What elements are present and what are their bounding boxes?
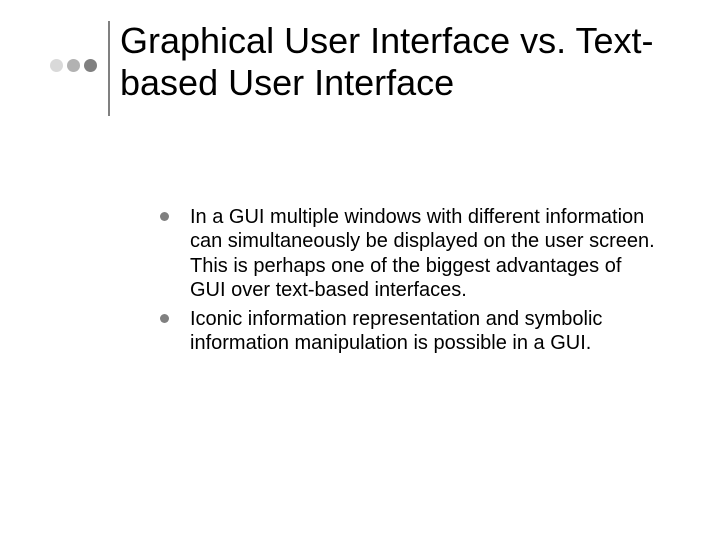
bullet-icon: [160, 314, 169, 323]
header-region: Graphical User Interface vs. Text-based …: [0, 26, 720, 126]
decor-dot-icon: [67, 59, 80, 72]
list-item: In a GUI multiple windows with different…: [160, 205, 655, 303]
decor-dot-icon: [84, 59, 97, 72]
slide-title: Graphical User Interface vs. Text-based …: [120, 20, 680, 105]
list-item: Iconic information representation and sy…: [160, 307, 655, 356]
bullet-text: Iconic information representation and sy…: [190, 308, 602, 354]
decor-dot-icon: [50, 59, 63, 72]
slide: Graphical User Interface vs. Text-based …: [0, 0, 720, 540]
bullet-icon: [160, 212, 169, 221]
decor-dots: [50, 59, 97, 72]
bullet-text: In a GUI multiple windows with different…: [190, 206, 655, 301]
decor-divider: [108, 21, 110, 116]
body-region: In a GUI multiple windows with different…: [160, 205, 655, 359]
